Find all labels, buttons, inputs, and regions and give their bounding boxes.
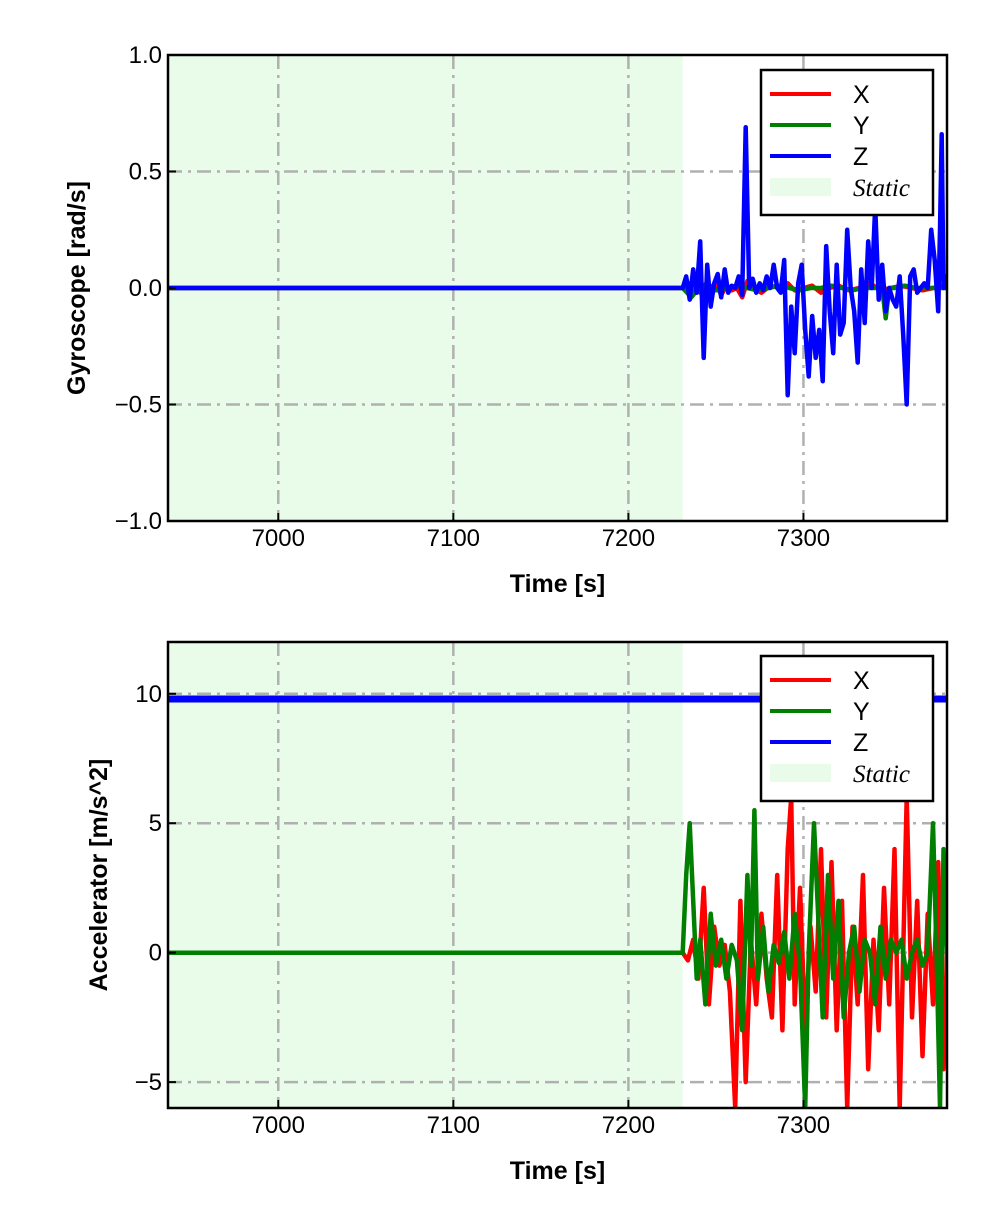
- x-tick-label: 7000: [252, 1112, 305, 1139]
- y-tick-label: −0.5: [115, 392, 162, 419]
- y-tick-label: 0.5: [129, 159, 162, 186]
- y-tick-label: 1.0: [129, 42, 162, 69]
- y-tick-label: −1.0: [115, 508, 162, 535]
- legend-swatch-static: [770, 178, 831, 196]
- legend-label-x: X: [853, 667, 870, 695]
- legend: XYZ Static: [759, 68, 935, 217]
- legend-label-static: Static: [853, 761, 910, 788]
- legend-label-z: Z: [853, 729, 868, 757]
- y-tick-label: 10: [135, 681, 162, 708]
- gyroscope-panel: 7000 7100 7200 7300 −1.0 −0.5 0.0 0.5 1.0 Time [s…: [63, 42, 949, 598]
- x-tick-label: 7100: [427, 525, 480, 552]
- x-axis-label: Time [s]: [510, 570, 605, 598]
- series-group: [168, 124, 947, 407]
- legend-swatch-static: [770, 764, 831, 782]
- y-tick-label: 5: [149, 810, 162, 837]
- x-tick-label: 7300: [777, 1112, 830, 1139]
- legend-label-y: Y: [853, 112, 870, 140]
- x-tick-label: 7100: [427, 1112, 480, 1139]
- y-tick-label: −5: [135, 1069, 162, 1096]
- x-tick-label: 7200: [602, 1112, 655, 1139]
- legend-label-static: Static: [853, 175, 910, 202]
- y-axis-label: Gyroscope [rad/s]: [63, 181, 91, 395]
- plot-frame: [166, 640, 949, 1110]
- legend: XYZ Static: [759, 654, 935, 803]
- y-tick-label: 0.0: [129, 275, 162, 302]
- series-line-y: [168, 808, 947, 1108]
- legend-label-y: Y: [853, 698, 870, 726]
- x-axis-label: Time [s]: [510, 1157, 605, 1185]
- x-tick-label: 7200: [602, 525, 655, 552]
- x-tick-label: 7000: [252, 525, 305, 552]
- accelerator-panel: 7000 7100 7200 7300 −5 0 5 10 Time [s] Accelerato…: [85, 640, 949, 1185]
- static-region: [168, 642, 683, 1108]
- series-line-z: [168, 124, 947, 407]
- x-tick-label: 7300: [777, 525, 830, 552]
- legend-label-z: Z: [853, 143, 868, 171]
- y-axis-label: Accelerator [m/s^2]: [85, 759, 113, 992]
- y-tick-label: 0: [149, 940, 162, 967]
- legend-label-x: X: [853, 81, 870, 109]
